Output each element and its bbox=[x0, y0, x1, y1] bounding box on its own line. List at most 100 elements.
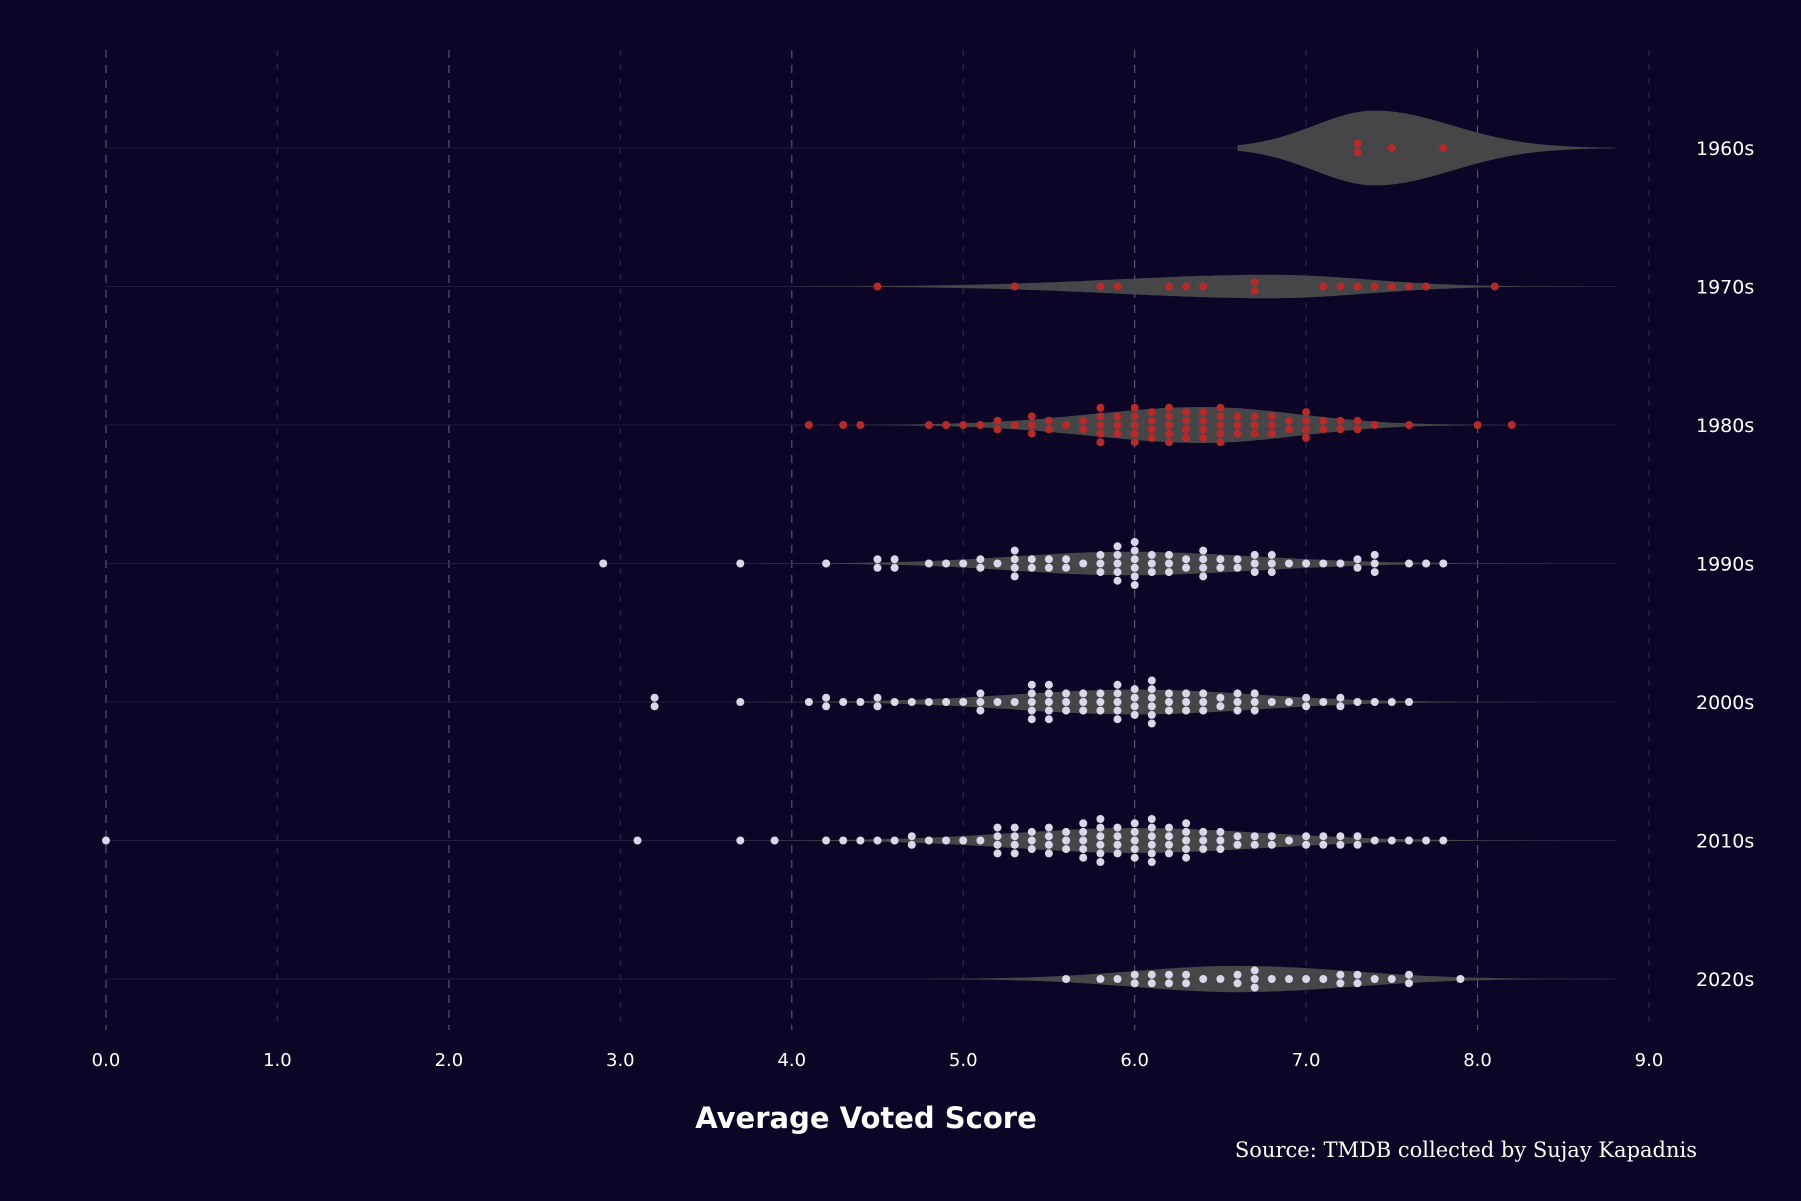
data-point bbox=[1113, 550, 1122, 559]
data-point bbox=[1147, 840, 1156, 849]
data-point bbox=[1096, 568, 1105, 577]
data-point bbox=[1216, 845, 1225, 854]
data-point bbox=[1130, 836, 1139, 845]
data-point bbox=[993, 832, 1002, 841]
data-point bbox=[1250, 559, 1259, 568]
data-point bbox=[1182, 555, 1191, 564]
data-point bbox=[1147, 970, 1156, 979]
data-point bbox=[1302, 975, 1311, 983]
data-point bbox=[1130, 853, 1139, 862]
data-point bbox=[1233, 706, 1242, 715]
data-point bbox=[1216, 702, 1225, 711]
data-point bbox=[1113, 715, 1122, 724]
data-point bbox=[1387, 836, 1396, 845]
data-point bbox=[1370, 421, 1379, 429]
data-point bbox=[1456, 975, 1465, 983]
data-point bbox=[1250, 286, 1259, 295]
data-point bbox=[1044, 689, 1053, 698]
data-point bbox=[1285, 559, 1293, 568]
data-point bbox=[839, 421, 848, 429]
data-point bbox=[1113, 559, 1122, 568]
data-point bbox=[1165, 438, 1173, 447]
data-point bbox=[1096, 559, 1105, 568]
data-point bbox=[1319, 282, 1328, 291]
data-point bbox=[1113, 975, 1122, 983]
data-point bbox=[924, 559, 933, 568]
data-point bbox=[1027, 689, 1036, 698]
data-point bbox=[736, 698, 745, 706]
data-point bbox=[1079, 836, 1088, 845]
data-point bbox=[1267, 840, 1276, 849]
data-point bbox=[1044, 563, 1053, 572]
data-point bbox=[993, 425, 1002, 434]
category-label-1960s: 1960s bbox=[1696, 138, 1754, 160]
data-point bbox=[1027, 429, 1036, 438]
data-point bbox=[1370, 282, 1379, 291]
data-point bbox=[822, 836, 831, 845]
data-point bbox=[1027, 836, 1036, 845]
data-point bbox=[924, 421, 933, 429]
data-point bbox=[1079, 416, 1088, 425]
data-point bbox=[1302, 832, 1311, 841]
data-point bbox=[1353, 555, 1362, 564]
data-point bbox=[959, 559, 968, 568]
data-point bbox=[1182, 282, 1191, 291]
data-point bbox=[1233, 698, 1242, 706]
data-point bbox=[959, 836, 968, 845]
x-tick-label: 3.0 bbox=[606, 1050, 635, 1071]
data-point bbox=[1319, 425, 1328, 434]
data-point bbox=[1250, 966, 1259, 975]
data-point bbox=[1353, 840, 1362, 849]
data-point bbox=[1165, 970, 1173, 979]
data-point bbox=[1302, 433, 1311, 442]
data-point bbox=[1216, 438, 1225, 447]
data-point bbox=[1113, 849, 1122, 858]
data-point bbox=[1165, 403, 1173, 412]
data-point bbox=[1096, 282, 1105, 291]
data-point bbox=[1336, 282, 1345, 291]
data-point bbox=[1267, 698, 1276, 706]
data-point bbox=[1147, 416, 1156, 425]
x-tick-label: 8.0 bbox=[1463, 1050, 1492, 1071]
data-point bbox=[1199, 563, 1208, 572]
data-point bbox=[1233, 563, 1242, 572]
data-point bbox=[1233, 412, 1242, 421]
data-point bbox=[1490, 282, 1499, 291]
data-point bbox=[1062, 563, 1071, 572]
data-point bbox=[1130, 538, 1139, 546]
data-point bbox=[1096, 832, 1105, 841]
data-point bbox=[1147, 425, 1156, 434]
data-point bbox=[1027, 698, 1036, 706]
x-axis-label: Average Voted Score bbox=[695, 1101, 1037, 1135]
data-point bbox=[1387, 144, 1396, 152]
data-point bbox=[804, 698, 813, 706]
data-point bbox=[907, 832, 916, 841]
data-point bbox=[1267, 550, 1276, 559]
data-point bbox=[1044, 698, 1053, 706]
data-point bbox=[1147, 559, 1156, 568]
data-point bbox=[1199, 698, 1208, 706]
data-point bbox=[1250, 550, 1259, 559]
data-point bbox=[1233, 689, 1242, 698]
data-point bbox=[1027, 555, 1036, 564]
data-point bbox=[1182, 853, 1191, 862]
data-point bbox=[1096, 849, 1105, 858]
data-point bbox=[1250, 832, 1259, 841]
data-point bbox=[1096, 403, 1105, 412]
data-point bbox=[1147, 693, 1156, 702]
data-point bbox=[1165, 698, 1173, 706]
data-point bbox=[873, 702, 882, 711]
x-tick-label: 5.0 bbox=[949, 1050, 978, 1071]
x-tick-label: 4.0 bbox=[777, 1050, 806, 1071]
data-point bbox=[1130, 819, 1139, 828]
data-point bbox=[1233, 555, 1242, 564]
data-point bbox=[1044, 832, 1053, 841]
data-point bbox=[1113, 542, 1122, 551]
data-point bbox=[1096, 823, 1105, 832]
data-point bbox=[1165, 550, 1173, 559]
data-point bbox=[1507, 421, 1516, 429]
data-point bbox=[1267, 559, 1276, 568]
data-point bbox=[1336, 425, 1345, 434]
data-point bbox=[1062, 706, 1071, 715]
data-point bbox=[822, 559, 831, 568]
